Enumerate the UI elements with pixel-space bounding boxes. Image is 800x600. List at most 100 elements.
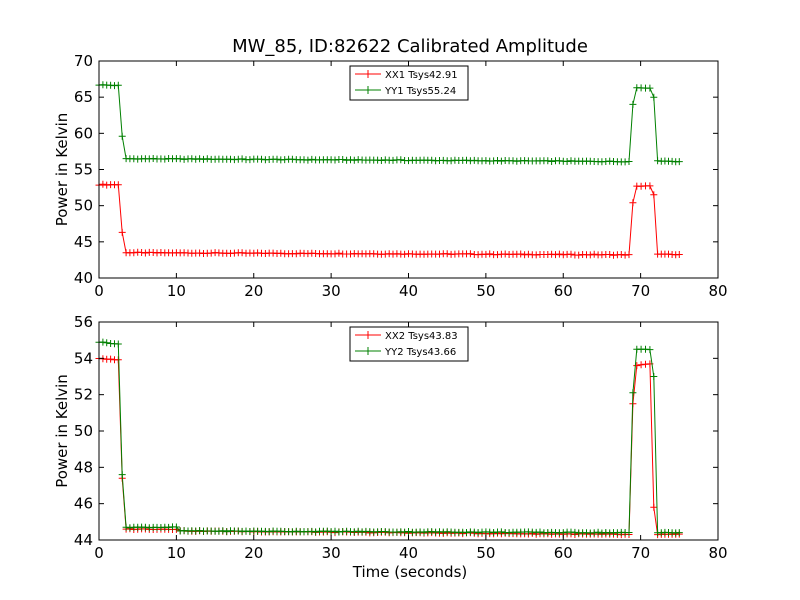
bottom-chart: 0 10 20 30 40 50 60 70 80 44 46 48 50 52 54 56 Power in… <box>53 313 728 581</box>
top-chart-y-tick-label: 65 <box>74 88 93 106</box>
top-chart-frame <box>98 60 719 279</box>
data-point <box>617 251 625 258</box>
data-point <box>219 527 227 535</box>
top-chart-title: MW_85, ID:82622 Calibrated Amplitude <box>232 36 588 57</box>
data-point <box>273 155 281 163</box>
data-point <box>238 155 246 163</box>
bottom-chart-y-tick-label: 48 <box>74 458 93 476</box>
data-point <box>103 339 111 347</box>
data-point <box>265 528 273 536</box>
data-point <box>377 157 385 164</box>
data-point <box>629 199 637 207</box>
legend-marker-yy1 <box>364 86 372 94</box>
data-point <box>99 338 107 346</box>
data-point <box>497 157 505 165</box>
data-point <box>675 251 683 258</box>
data-point <box>172 523 180 531</box>
bottom-chart-x-tick-label: 20 <box>244 544 263 562</box>
legend-marker-xx2 <box>364 331 372 339</box>
top-chart-y-tick-label: 45 <box>74 233 93 251</box>
data-point <box>141 249 149 257</box>
data-point <box>196 155 204 163</box>
data-point <box>675 529 683 537</box>
data-point <box>590 250 598 258</box>
top-chart-x-tick-label: 70 <box>631 282 650 300</box>
data-point <box>625 529 633 536</box>
data-point <box>646 84 654 92</box>
bottom-chart-frame <box>98 321 719 541</box>
data-point <box>466 250 474 258</box>
bottom-chart-y-tick-label: 54 <box>74 349 93 367</box>
data-point <box>203 155 211 163</box>
data-point <box>292 250 300 258</box>
top-chart-x-tick-label: 80 <box>708 282 727 300</box>
data-point <box>567 250 575 258</box>
top-chart-legend-box <box>349 65 469 101</box>
data-point <box>397 156 405 164</box>
data-point <box>223 528 231 536</box>
data-point <box>594 528 602 536</box>
bottom-chart-series-markers-yy2 <box>95 338 683 537</box>
data-point <box>176 155 184 163</box>
data-point <box>650 503 658 511</box>
data-point <box>536 528 544 536</box>
data-point <box>625 158 633 165</box>
data-point <box>200 155 207 163</box>
bottom-chart-y-tick-label: 50 <box>74 422 93 440</box>
data-point <box>339 156 347 163</box>
data-point <box>304 156 312 164</box>
data-point <box>463 529 470 536</box>
data-point <box>575 251 583 259</box>
bottom-chart-x-tick-label: 80 <box>708 544 727 562</box>
data-point <box>497 528 505 536</box>
top-chart-x-tick-label: 50 <box>476 282 495 300</box>
data-point <box>675 158 683 166</box>
data-point <box>118 228 126 236</box>
top-chart-x-tick-label: 20 <box>244 282 263 300</box>
bottom-chart-y-tick-label: 56 <box>74 313 93 331</box>
bottom-chart-x-tick-label: 30 <box>322 544 341 562</box>
data-point <box>114 81 122 89</box>
legend-marker-yy2 <box>364 347 372 355</box>
data-point <box>405 528 412 535</box>
data-point <box>118 132 126 140</box>
data-point <box>650 191 658 199</box>
legend-label-xx2: XX2 Tsys43.83 <box>385 331 458 342</box>
bottom-chart-x-tick-label: 60 <box>554 544 573 562</box>
bottom-chart-x-tick-label: 40 <box>399 544 418 562</box>
data-point <box>354 527 362 535</box>
data-point <box>335 249 343 257</box>
top-chart-x-tick-label: 10 <box>167 282 186 300</box>
data-point <box>586 251 594 259</box>
data-point <box>401 528 409 536</box>
data-point <box>646 346 654 354</box>
top-chart-y-tick-label: 40 <box>74 269 93 287</box>
bottom-chart-legend: XX2 Tsys43.83 YY2 Tsys43.66 <box>349 326 469 362</box>
top-chart: MW_85, ID:82622 Calibrated Amplitude 0 10… <box>53 36 728 300</box>
data-point <box>563 158 571 165</box>
bottom-chart-x-tick-label: 0 <box>94 544 104 562</box>
data-point <box>555 250 563 258</box>
bottom-chart-x-tick-label: 50 <box>476 544 495 562</box>
top-chart-legend: XX1 Tsys42.91 YY1 Tsys55.24 <box>349 65 469 101</box>
data-point <box>114 340 122 348</box>
top-chart-y-tick-label: 70 <box>74 52 93 70</box>
data-point <box>494 157 501 164</box>
bottom-chart-series-layer <box>95 338 683 539</box>
data-point <box>625 251 633 259</box>
bottom-chart-legend-box <box>349 326 469 362</box>
top-chart-x-tick-label: 30 <box>322 282 341 300</box>
data-point <box>646 182 654 190</box>
legend-label-yy1: YY1 Tsys55.24 <box>384 86 456 97</box>
data-point <box>401 250 409 258</box>
data-point <box>292 527 300 535</box>
bottom-chart-y-axis-label: Power in Kelvin <box>53 374 71 488</box>
data-point <box>331 527 339 535</box>
top-chart-y-tick-label: 60 <box>74 124 93 142</box>
legend-label-xx1: XX1 Tsys42.91 <box>385 70 458 81</box>
data-point <box>99 180 107 188</box>
data-point <box>107 355 115 363</box>
bottom-chart-x-tick-label: 70 <box>631 544 650 562</box>
data-point <box>633 362 641 370</box>
data-point <box>629 389 637 397</box>
